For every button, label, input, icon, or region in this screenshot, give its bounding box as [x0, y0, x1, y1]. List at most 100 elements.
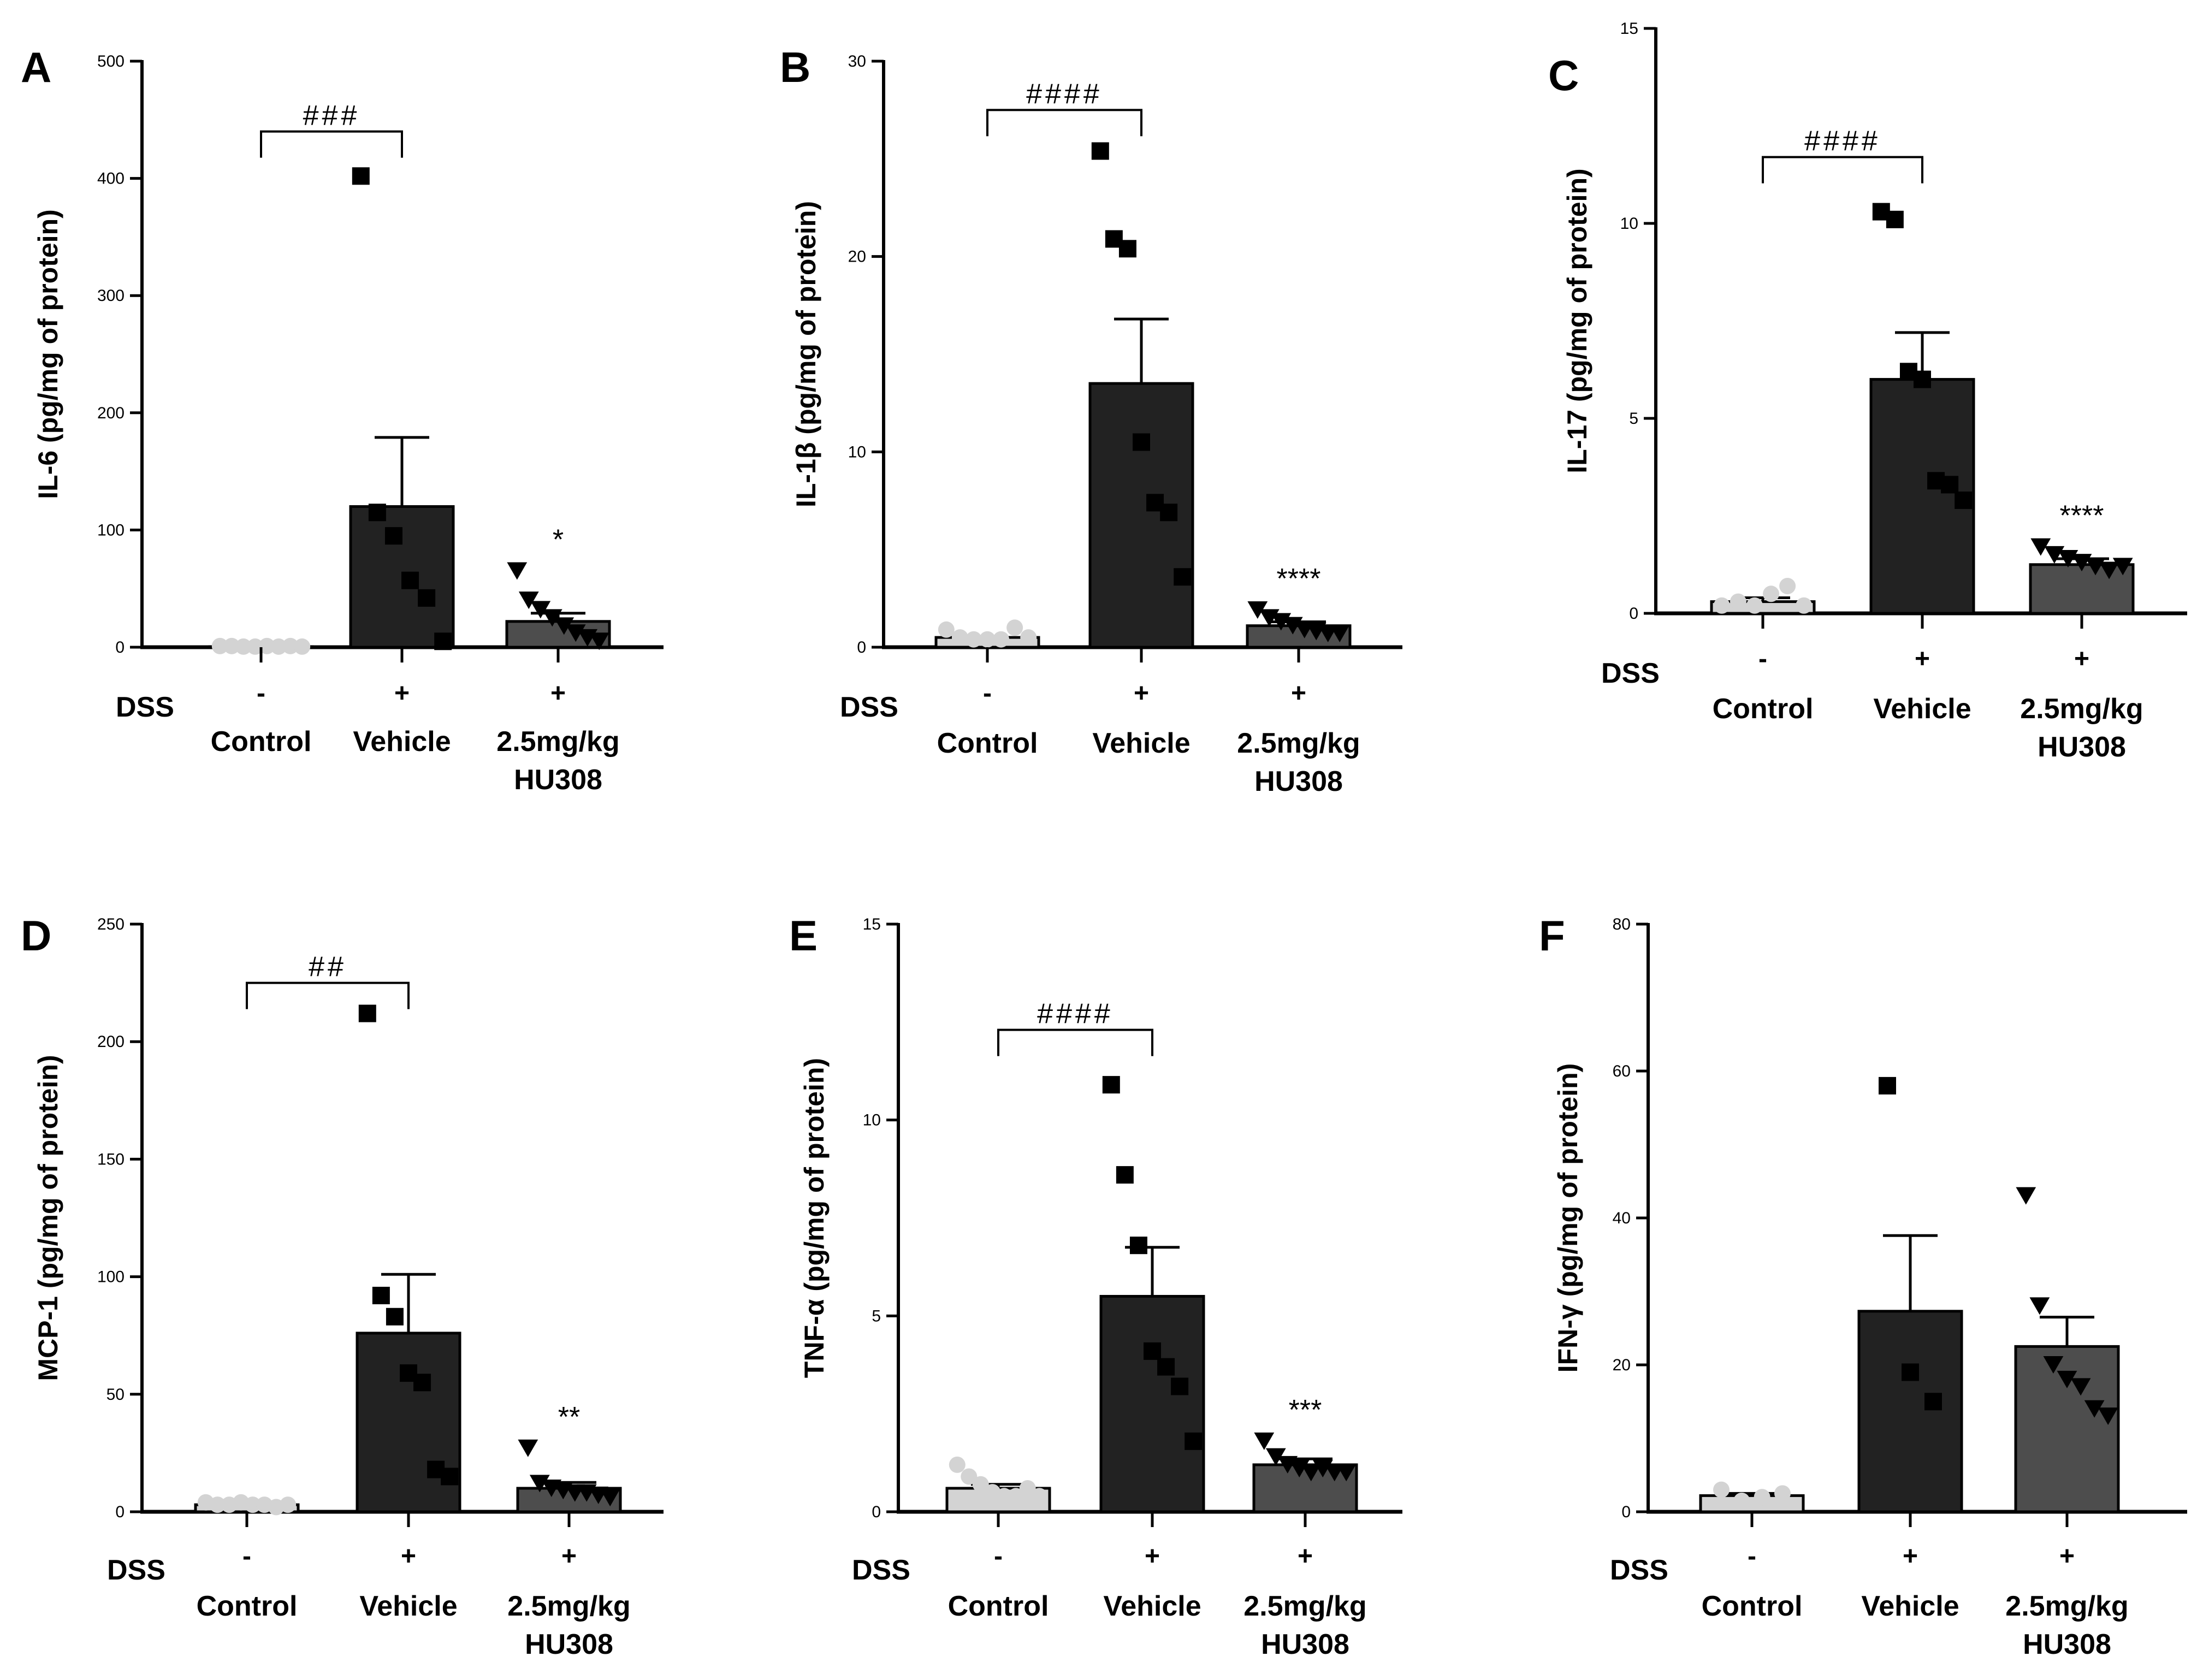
y-axis-label: IL-6 (pg/mg of protein) — [33, 209, 63, 499]
data-point — [1763, 585, 1780, 602]
panel-d: D 0 50 100 150 200 250 MCP-1 (pg/mg of protein)… — [21, 912, 664, 1660]
group-label: 2.5mg/kg — [2005, 1590, 2128, 1622]
y-tick-label: 60 — [1613, 1062, 1631, 1080]
data-point — [938, 621, 955, 638]
data-point — [1779, 578, 1796, 595]
data-point — [996, 1488, 1012, 1505]
group-label: Vehicle — [353, 726, 451, 758]
data-point — [294, 638, 311, 655]
data-point — [434, 632, 452, 650]
data-point — [1006, 619, 1023, 636]
group-label: Vehicle — [359, 1590, 457, 1622]
group-label: HU308 — [1254, 766, 1343, 797]
data-point — [211, 637, 228, 654]
significance-bracket — [986, 109, 1142, 137]
data-point — [401, 571, 419, 589]
y-tick-label: 0 — [1621, 1503, 1631, 1521]
dss-sign: - — [1748, 1542, 1756, 1571]
y-tick-label: 250 — [97, 915, 125, 933]
data-point — [386, 1308, 404, 1326]
data-point — [1020, 629, 1037, 646]
data-point — [1754, 1489, 1770, 1506]
data-point — [1924, 1393, 1942, 1411]
data-point — [1247, 601, 1268, 619]
panel-letter: F — [1539, 912, 1565, 960]
dss-sign: + — [2074, 644, 2089, 673]
data-point — [2016, 1187, 2036, 1205]
panel-letter: D — [21, 912, 51, 960]
y-tick-label: 5 — [1629, 410, 1638, 428]
group-label: Vehicle — [1103, 1590, 1201, 1622]
data-point — [1160, 504, 1178, 522]
dss-sign: - — [242, 1542, 251, 1571]
y-tick-label: 20 — [848, 248, 866, 266]
dss-sign: + — [1903, 1542, 1918, 1571]
dss-sign: + — [1291, 679, 1306, 708]
y-tick-label: 10 — [848, 443, 866, 461]
data-point — [2098, 1407, 2118, 1425]
y-tick-label: 20 — [1613, 1356, 1631, 1374]
data-point — [529, 1475, 550, 1493]
bar-1 — [1099, 1294, 1205, 1513]
y-tick-label: 0 — [872, 1503, 881, 1521]
y-tick-label: 30 — [848, 52, 866, 70]
data-point — [1301, 1464, 1322, 1482]
dss-label: DSS — [840, 691, 898, 723]
significance-bracket — [246, 981, 410, 1009]
data-point — [1713, 1481, 1730, 1498]
panel-letter: A — [21, 43, 51, 91]
y-tick-label: 50 — [106, 1386, 125, 1404]
data-point — [1133, 433, 1150, 451]
y-tick-label: 0 — [115, 1503, 125, 1521]
data-point — [1265, 1448, 1286, 1466]
y-tick-label: 100 — [97, 1268, 125, 1286]
data-point — [2043, 1356, 2064, 1374]
group-label: Vehicle — [1092, 727, 1190, 759]
data-point — [518, 1439, 538, 1457]
significance-stars: * — [553, 524, 564, 556]
data-point — [972, 1476, 989, 1493]
significance-bracket — [997, 1028, 1153, 1056]
data-point — [1329, 624, 1350, 642]
group-label: HU308 — [2023, 1629, 2111, 1660]
data-point — [1254, 1432, 1275, 1450]
y-tick-label: 15 — [1620, 20, 1638, 38]
y-tick-label: 100 — [97, 521, 125, 539]
data-point — [1796, 597, 1813, 614]
group-label: 2.5mg/kg — [507, 1590, 630, 1622]
panel-f: F 0 20 40 60 80 IFN-γ (pg/mg of protein) - Contr… — [1539, 912, 2187, 1660]
panel-letter: E — [789, 912, 818, 960]
data-point — [244, 1496, 261, 1513]
y-tick-label: 10 — [1620, 215, 1638, 233]
data-point — [2112, 558, 2133, 576]
y-tick-label: 10 — [863, 1111, 881, 1129]
data-point — [993, 631, 1010, 648]
data-point — [1733, 1492, 1750, 1509]
data-point — [1730, 593, 1746, 610]
group-label: Vehicle — [1861, 1590, 1959, 1622]
y-axis-label: IL-1β (pg/mg of protein) — [791, 201, 821, 507]
y-tick-label: 0 — [857, 638, 866, 656]
dss-sign: + — [2059, 1542, 2075, 1571]
data-point — [235, 638, 252, 655]
y-tick-label: 500 — [97, 52, 125, 70]
significance-hash: #### — [1026, 78, 1103, 110]
group-label: HU308 — [525, 1629, 613, 1660]
data-point — [1116, 1166, 1134, 1184]
dss-sign: - — [994, 1542, 1003, 1571]
data-point — [1091, 142, 1109, 160]
data-point — [282, 637, 299, 654]
data-point — [413, 1374, 431, 1392]
data-point — [600, 1489, 620, 1507]
data-point — [441, 1468, 459, 1486]
dss-label: DSS — [1610, 1554, 1668, 1586]
significance-stars: *** — [1289, 1394, 1322, 1426]
group-label: Control — [937, 727, 1038, 759]
dss-sign: - — [983, 679, 992, 708]
dss-label: DSS — [107, 1554, 165, 1586]
group-label: HU308 — [1261, 1629, 1349, 1660]
bar-2 — [2029, 563, 2135, 615]
dss-sign: + — [1298, 1542, 1313, 1571]
data-point — [223, 637, 240, 654]
